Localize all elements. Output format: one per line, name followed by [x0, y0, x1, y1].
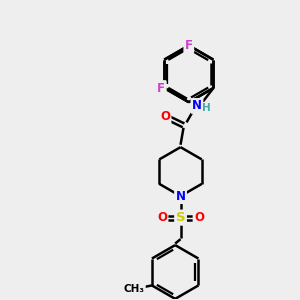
Text: CH₃: CH₃ [124, 284, 145, 294]
Text: N: N [192, 100, 202, 112]
Text: O: O [194, 211, 204, 224]
Text: O: O [160, 110, 170, 123]
Text: N: N [176, 190, 185, 202]
Text: F: F [157, 82, 165, 94]
Text: S: S [176, 211, 185, 224]
Text: H: H [202, 103, 211, 113]
Text: O: O [157, 211, 167, 224]
Text: F: F [185, 39, 193, 52]
